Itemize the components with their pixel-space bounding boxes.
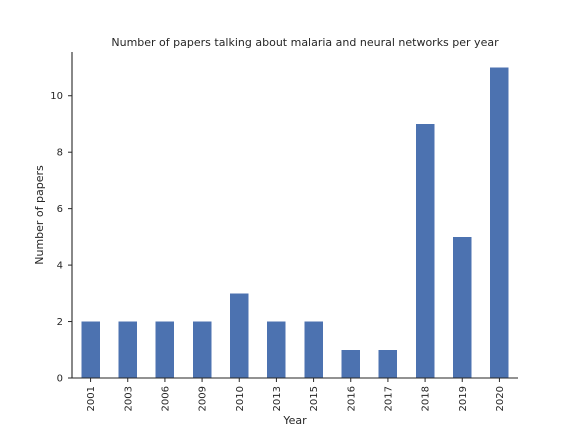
x-tick-label-2019: 2019 — [458, 386, 469, 411]
x-tick-label-2003: 2003 — [123, 386, 134, 411]
x-tick-label-2017: 2017 — [383, 386, 394, 411]
x-axis-label: Year — [282, 414, 307, 427]
bar-2006 — [155, 321, 175, 378]
bar-2001 — [81, 321, 100, 378]
bar-2013 — [267, 321, 286, 378]
x-tick-label-2013: 2013 — [272, 386, 283, 411]
bar-2017 — [378, 349, 398, 378]
x-tick-label-2020: 2020 — [495, 386, 506, 411]
y-tick-label-8: 8 — [57, 148, 63, 159]
y-tick-label-6: 6 — [57, 204, 63, 215]
x-tick-label-2010: 2010 — [235, 386, 246, 411]
bar-2020 — [490, 67, 509, 379]
y-axis-label: Number of papers — [33, 165, 46, 265]
bar-2015 — [304, 321, 323, 378]
x-tick-label-2016: 2016 — [346, 386, 357, 411]
y-axis-ticks: 0 2 4 6 8 10 — [50, 91, 72, 385]
y-tick-label-10: 10 — [50, 91, 63, 102]
x-tick-label-2015: 2015 — [309, 386, 320, 411]
bar-2009 — [192, 321, 212, 378]
bar-2010 — [229, 293, 249, 378]
bar-2003 — [118, 321, 138, 378]
bar-2018 — [415, 123, 435, 378]
y-tick-label-0: 0 — [57, 374, 63, 385]
y-tick-label-2: 2 — [57, 317, 63, 328]
bar-2016 — [341, 349, 361, 378]
x-tick-label-2018: 2018 — [421, 386, 432, 411]
x-axis-ticks: 2001 2003 2006 2009 2010 2013 2015 2016 2017 2018… — [86, 378, 506, 411]
y-tick-label-4: 4 — [57, 261, 63, 272]
bar-2019 — [452, 236, 472, 378]
x-tick-label-2006: 2006 — [160, 386, 171, 411]
x-tick-label-2009: 2009 — [198, 386, 209, 411]
chart-title: Number of papers talking about malaria a… — [111, 36, 499, 49]
bars-group — [81, 67, 509, 379]
x-tick-label-2001: 2001 — [86, 386, 97, 411]
